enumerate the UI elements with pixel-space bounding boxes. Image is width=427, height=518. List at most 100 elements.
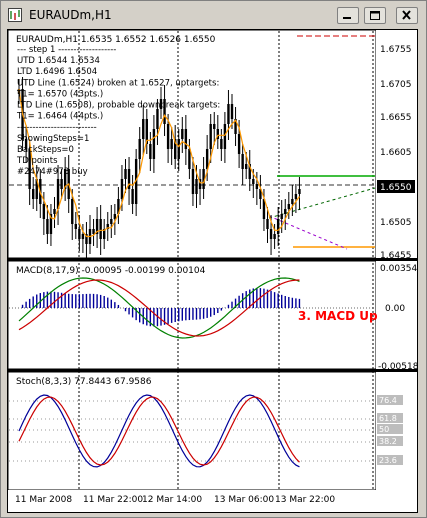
title-bar[interactable]: EURAUDm,H1: [3, 3, 424, 27]
candle-body: [262, 199, 266, 219]
price-tick-label: 1.6705: [380, 80, 412, 90]
macd-tick-label: -0.00518: [378, 362, 418, 372]
candle-body: [120, 179, 124, 199]
candle-body: [127, 169, 131, 189]
macd-scale-ticks: 0.00354 0.00 -0.00518: [378, 264, 419, 372]
candle-body: [95, 219, 99, 234]
candle-body: [156, 109, 159, 129]
time-label: 11 Mar 22:00: [83, 495, 143, 505]
macd-panel[interactable]: [7, 260, 377, 370]
info-line: ShowingSteps=1: [17, 134, 89, 144]
candle-body: [227, 104, 230, 124]
utd-trendline[interactable]: [268, 187, 376, 219]
candle-body: [294, 194, 298, 199]
stoch-signal-line: [18, 396, 300, 466]
candle-body: [245, 164, 248, 169]
candle-body: [149, 144, 152, 159]
candle-body: [284, 209, 287, 214]
candle-body: [195, 179, 198, 194]
candle-body: [269, 229, 273, 239]
candle-body: [24, 139, 28, 149]
info-line: T1= 1.6464 (44pts.): [16, 112, 103, 122]
candle-body: [223, 124, 227, 149]
time-label: 13 Mar 06:00: [214, 495, 274, 505]
candle-body: [291, 199, 294, 204]
candle-body: [46, 219, 49, 234]
candle-body: [78, 229, 81, 239]
candle-body: [248, 164, 251, 179]
info-line: LTD 1.6496 1.6504: [17, 67, 97, 77]
close-button[interactable]: [396, 7, 418, 24]
candle-body: [266, 219, 269, 229]
time-label: 11 Mar 2008: [15, 495, 72, 505]
chart-canvas[interactable]: EURAUDm,H1 1.6535 1.6552 1.6526 1.6550 -…: [7, 29, 419, 513]
info-line: UTD 1.6544 1.6534: [17, 56, 100, 66]
candle-body: [28, 149, 31, 189]
info-line: --- step 1 -------------------: [17, 45, 116, 55]
candle-body: [213, 124, 216, 129]
macd-annotation: 3. MACD Up: [298, 309, 378, 323]
window-title: EURAUDm,H1: [29, 8, 112, 22]
info-line: UTD Line (1.6524) broken at 1.6527, upta…: [17, 78, 219, 88]
price-scale: [376, 30, 417, 258]
candle-body: [53, 209, 56, 214]
candle-body: [298, 189, 301, 194]
info-line: LTD Line (1.6508), probable downbreak ta…: [17, 101, 220, 111]
candle-body: [106, 224, 109, 229]
stoch-tick-label: 61.8: [379, 414, 397, 423]
candle-body: [110, 219, 113, 224]
candle-body: [134, 159, 138, 204]
stoch-tick-label: 23.6: [379, 456, 397, 465]
candle-body: [230, 104, 234, 119]
price-tick-label: 1.6505: [380, 218, 412, 228]
candle-body: [85, 234, 88, 244]
candle-body: [63, 169, 67, 189]
maximize-button[interactable]: [364, 7, 386, 24]
candle-body: [152, 129, 156, 159]
candle-body: [216, 129, 219, 139]
stoch-tick-badge: [377, 395, 403, 405]
info-line: BackSteps=0: [17, 145, 74, 155]
price-tick-label: 1.6755: [380, 45, 412, 55]
time-label: 12 Mar 14:00: [142, 495, 202, 505]
candle-body: [255, 184, 259, 189]
candle-body: [159, 99, 163, 109]
macd-header: MACD(8,17,9) -0.00095 -0.00199 0.00104: [16, 266, 206, 276]
candle-body: [49, 214, 53, 234]
candle-body: [32, 189, 35, 199]
stoch-tick-label: 76.4: [379, 396, 397, 405]
candle-body: [166, 124, 170, 149]
macd-histogram: [21, 288, 301, 327]
candle-body: [202, 169, 205, 189]
price-tick-label: 1.6455: [380, 251, 412, 261]
price-candles: [17, 77, 301, 260]
macd-scale: [376, 261, 417, 369]
candle-body: [259, 189, 262, 199]
stoch-scale-ticks: 76.4 61.8 50 38.2 23.6: [377, 395, 403, 465]
info-line: #2474#973 buy: [17, 167, 88, 177]
info-line: T1= 1.6570 (43pts.): [16, 89, 103, 99]
candle-body: [252, 179, 255, 184]
minimize-icon: [343, 17, 351, 19]
current-price-marker: 1.6550: [377, 180, 415, 193]
close-icon: [402, 10, 411, 20]
maximize-icon: [370, 11, 380, 20]
price-panel[interactable]: [7, 29, 377, 259]
stoch-tick-badge: [377, 413, 403, 423]
candle-body: [92, 229, 95, 234]
minimize-button[interactable]: [337, 7, 359, 24]
stoch-panel[interactable]: [7, 371, 377, 491]
info-text-block: --- step 1 -------------------UTD 1.6544…: [16, 45, 220, 177]
candle-body: [117, 199, 120, 214]
candle-body: [42, 204, 46, 219]
candle-body: [131, 189, 134, 204]
candle-body: [209, 124, 212, 149]
macd-main-line: [18, 277, 300, 339]
candle-body: [198, 179, 202, 189]
candle-body: [234, 119, 237, 134]
candle-body: [205, 149, 209, 169]
current-price-label: 1.6550: [380, 183, 412, 193]
candle-body: [113, 214, 117, 219]
candle-body: [273, 234, 276, 239]
